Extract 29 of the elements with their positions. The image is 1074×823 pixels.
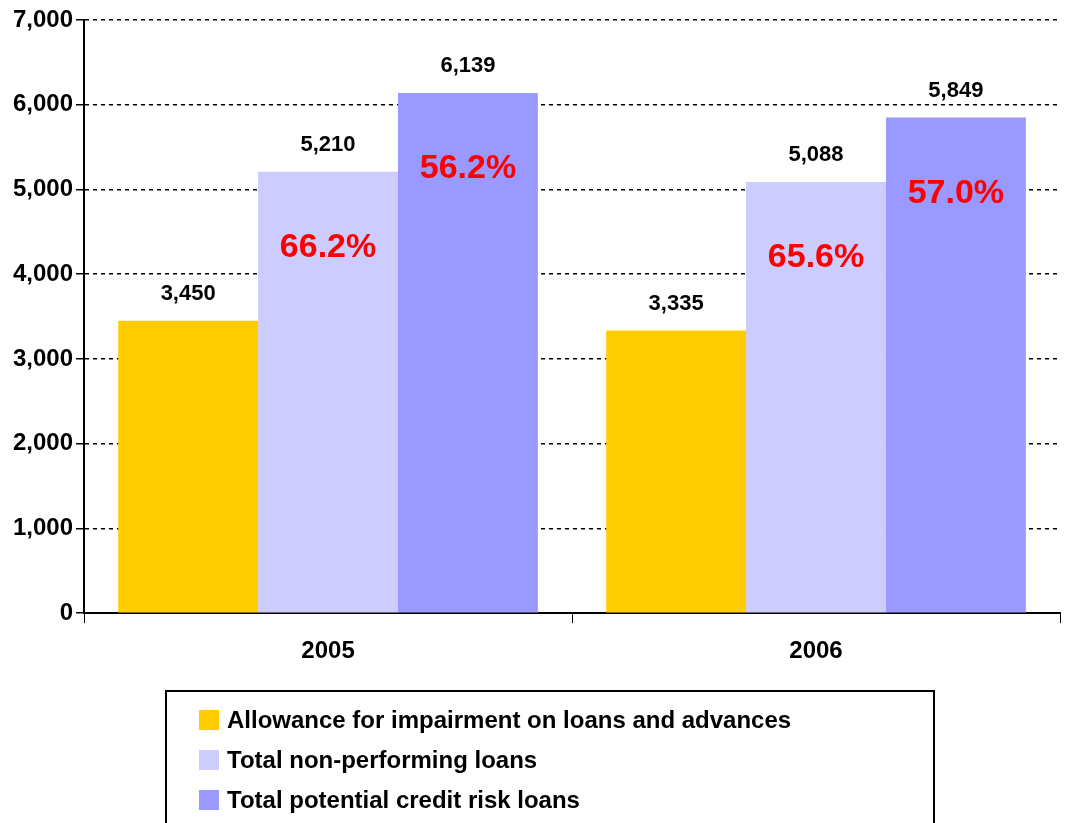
data-label: 3,450 — [160, 279, 216, 305]
annotation: 57.0% — [907, 171, 1005, 210]
y-tick-label: 7,000 — [13, 4, 74, 32]
legend-label: Total potential credit risk loans — [227, 786, 580, 814]
x-tick-label: 2005 — [301, 636, 355, 664]
data-label: 5,088 — [788, 141, 844, 167]
y-tick-label: 5,000 — [13, 174, 74, 202]
bar — [397, 92, 538, 613]
bar — [258, 171, 398, 613]
annotation: 65.6% — [767, 236, 865, 275]
bar — [606, 330, 747, 613]
bar — [118, 320, 259, 613]
y-tick-label: 3,000 — [13, 343, 74, 371]
legend-label: Total non-performing loans — [227, 746, 538, 774]
data-label: 3,335 — [648, 289, 704, 315]
bar — [746, 182, 886, 613]
annotation: 66.2% — [279, 226, 377, 265]
y-tick-label: 1,000 — [13, 513, 74, 541]
x-tick-label: 2006 — [789, 636, 843, 664]
data-label: 5,210 — [300, 130, 356, 156]
bar — [885, 117, 1026, 613]
data-label: 6,139 — [440, 52, 496, 78]
legend-label: Allowance for impairment on loans and advances — [227, 706, 792, 734]
data-label: 5,849 — [928, 76, 984, 102]
y-tick-label: 6,000 — [13, 89, 74, 117]
y-tick-label: 2,000 — [13, 428, 74, 456]
annotation: 56.2% — [419, 147, 517, 186]
y-tick-label: 4,000 — [13, 258, 74, 286]
y-tick-label: 0 — [59, 597, 74, 625]
